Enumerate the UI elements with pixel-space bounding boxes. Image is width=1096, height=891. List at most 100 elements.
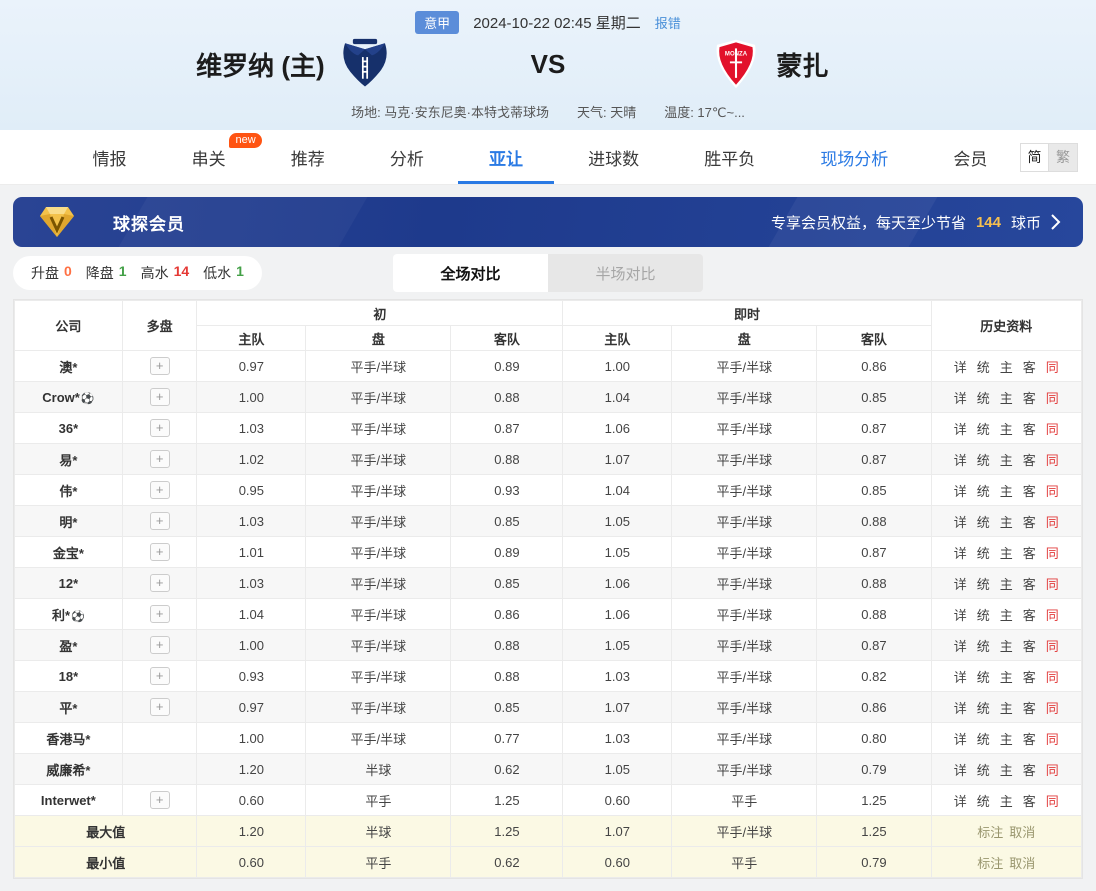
history-link-stats[interactable]: 统 <box>976 576 990 592</box>
history-link-same[interactable]: 同 <box>1045 359 1059 375</box>
history-link-away[interactable]: 客 <box>1022 700 1036 716</box>
history-link-same[interactable]: 同 <box>1045 421 1059 437</box>
lang-simplified-button[interactable]: 简 <box>1020 142 1049 172</box>
history-link-home[interactable]: 主 <box>999 514 1013 530</box>
history-link-home[interactable]: 主 <box>999 390 1013 406</box>
history-link-detail[interactable]: 详 <box>953 638 967 654</box>
history-link-home[interactable]: 主 <box>999 483 1013 499</box>
history-link-stats[interactable]: 统 <box>976 607 990 623</box>
history-link-same[interactable]: 同 <box>1045 483 1059 499</box>
history-link-away[interactable]: 客 <box>1022 762 1036 778</box>
history-link-detail[interactable]: 详 <box>953 390 967 406</box>
history-link-detail[interactable]: 详 <box>953 359 967 375</box>
history-link-same[interactable]: 同 <box>1045 390 1059 406</box>
nav-tab-member[interactable]: 会员 <box>947 130 993 184</box>
history-link-same[interactable]: 同 <box>1045 576 1059 592</box>
expand-odds-button[interactable]: + <box>149 450 170 468</box>
history-link-home[interactable]: 主 <box>999 638 1013 654</box>
history-link-stats[interactable]: 统 <box>976 390 990 406</box>
history-link-stats[interactable]: 统 <box>976 545 990 561</box>
history-link-home[interactable]: 主 <box>999 669 1013 685</box>
history-link-same[interactable]: 同 <box>1045 793 1059 809</box>
expand-odds-button[interactable]: + <box>149 667 170 685</box>
nav-tab-parlay[interactable]: 串关 new <box>186 130 262 184</box>
report-error-link[interactable]: 报错 <box>654 16 681 31</box>
history-link-home[interactable]: 主 <box>999 576 1013 592</box>
expand-odds-button[interactable]: + <box>149 419 170 437</box>
nav-tab-live-analysis[interactable]: 现场分析 <box>814 130 894 184</box>
history-link-stats[interactable]: 统 <box>976 700 990 716</box>
lang-traditional-button[interactable]: 繁 <box>1049 142 1078 172</box>
history-link-stats[interactable]: 统 <box>976 514 990 530</box>
history-link-detail[interactable]: 详 <box>953 452 967 468</box>
history-link-same[interactable]: 同 <box>1045 700 1059 716</box>
history-link-stats[interactable]: 统 <box>976 421 990 437</box>
history-link-same[interactable]: 同 <box>1045 514 1059 530</box>
history-link-detail[interactable]: 详 <box>953 607 967 623</box>
expand-odds-button[interactable]: + <box>149 543 170 561</box>
history-link-away[interactable]: 客 <box>1022 359 1036 375</box>
history-link-mark[interactable]: 标注 <box>977 824 1004 840</box>
history-link-detail[interactable]: 详 <box>953 421 967 437</box>
tab-full-match[interactable]: 全场对比 <box>393 254 548 292</box>
nav-tab-recommend[interactable]: 推荐 <box>285 130 331 184</box>
history-link-detail[interactable]: 详 <box>953 514 967 530</box>
history-link-same[interactable]: 同 <box>1045 607 1059 623</box>
history-link-detail[interactable]: 详 <box>953 669 967 685</box>
history-link-mark[interactable]: 标注 <box>977 855 1004 871</box>
history-link-away[interactable]: 客 <box>1022 607 1036 623</box>
history-link-home[interactable]: 主 <box>999 421 1013 437</box>
vip-member-banner[interactable]: 球探会员 专享会员权益，每天至少节省 144 球币 <box>13 197 1083 247</box>
expand-odds-button[interactable]: + <box>149 791 170 809</box>
history-link-away[interactable]: 客 <box>1022 638 1036 654</box>
expand-odds-button[interactable]: + <box>149 481 170 499</box>
history-link-away[interactable]: 客 <box>1022 483 1036 499</box>
history-link-same[interactable]: 同 <box>1045 669 1059 685</box>
history-link-away[interactable]: 客 <box>1022 576 1036 592</box>
history-link-detail[interactable]: 详 <box>953 793 967 809</box>
history-link-same[interactable]: 同 <box>1045 452 1059 468</box>
history-link-away[interactable]: 客 <box>1022 545 1036 561</box>
history-link-same[interactable]: 同 <box>1045 638 1059 654</box>
history-link-away[interactable]: 客 <box>1022 390 1036 406</box>
history-link-detail[interactable]: 详 <box>953 762 967 778</box>
expand-odds-button[interactable]: + <box>149 605 170 623</box>
history-link-home[interactable]: 主 <box>999 359 1013 375</box>
history-link-detail[interactable]: 详 <box>953 731 967 747</box>
history-link-away[interactable]: 客 <box>1022 514 1036 530</box>
history-link-away[interactable]: 客 <box>1022 669 1036 685</box>
history-link-same[interactable]: 同 <box>1045 762 1059 778</box>
history-link-stats[interactable]: 统 <box>976 762 990 778</box>
history-link-home[interactable]: 主 <box>999 545 1013 561</box>
history-link-away[interactable]: 客 <box>1022 452 1036 468</box>
history-link-away[interactable]: 客 <box>1022 731 1036 747</box>
history-link-stats[interactable]: 统 <box>976 731 990 747</box>
history-link-stats[interactable]: 统 <box>976 638 990 654</box>
expand-odds-button[interactable]: + <box>149 636 170 654</box>
tab-half-match[interactable]: 半场对比 <box>548 254 703 292</box>
expand-odds-button[interactable]: + <box>149 698 170 716</box>
history-link-stats[interactable]: 统 <box>976 669 990 685</box>
nav-tab-intel[interactable]: 情报 <box>87 130 133 184</box>
history-link-stats[interactable]: 统 <box>976 452 990 468</box>
nav-tab-win-draw-loss[interactable]: 胜平负 <box>698 130 761 184</box>
history-link-home[interactable]: 主 <box>999 731 1013 747</box>
history-link-stats[interactable]: 统 <box>976 793 990 809</box>
history-link-same[interactable]: 同 <box>1045 545 1059 561</box>
history-link-detail[interactable]: 详 <box>953 545 967 561</box>
history-link-home[interactable]: 主 <box>999 607 1013 623</box>
nav-tab-goals[interactable]: 进球数 <box>582 130 645 184</box>
history-link-away[interactable]: 客 <box>1022 793 1036 809</box>
nav-tab-asian-handicap[interactable]: 亚让 <box>457 130 554 184</box>
history-link-home[interactable]: 主 <box>999 793 1013 809</box>
history-link-detail[interactable]: 详 <box>953 483 967 499</box>
history-link-detail[interactable]: 详 <box>953 576 967 592</box>
history-link-detail[interactable]: 详 <box>953 700 967 716</box>
history-link-home[interactable]: 主 <box>999 762 1013 778</box>
expand-odds-button[interactable]: + <box>149 388 170 406</box>
history-link-home[interactable]: 主 <box>999 700 1013 716</box>
expand-odds-button[interactable]: + <box>149 512 170 530</box>
history-link-stats[interactable]: 统 <box>976 359 990 375</box>
expand-odds-button[interactable]: + <box>149 357 170 375</box>
history-link-same[interactable]: 同 <box>1045 731 1059 747</box>
